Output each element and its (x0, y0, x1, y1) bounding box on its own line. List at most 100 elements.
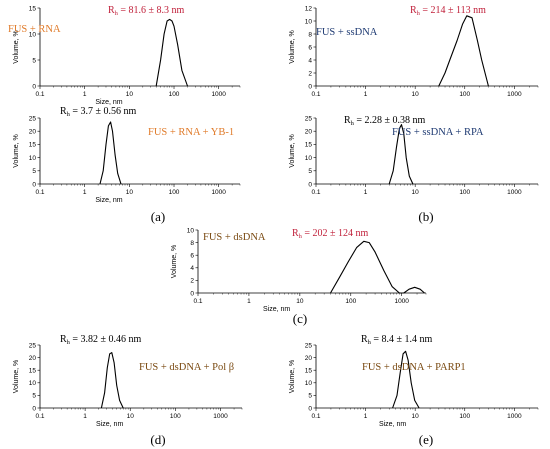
y-tick-label: 15 (29, 5, 37, 12)
distribution-curve (99, 121, 122, 185)
rh-annotation: Rh = 2.28 ± 0.38 nm (344, 115, 426, 127)
y-tick-label: 10 (29, 31, 37, 38)
distribution-curve (100, 352, 124, 409)
rh-subscript: h (351, 120, 355, 127)
panel-a: 0 5 10 15 0.1 1 10 100 1000 Volume, % Size, nm FUS … (8, 5, 241, 106)
x-tick-label: 10 (412, 91, 420, 98)
y-tick-label: 20 (305, 129, 313, 136)
distribution-curve (155, 18, 189, 87)
x-tick-label: 1 (83, 413, 87, 420)
x-tick-label: 1 (83, 189, 87, 196)
y-tick-label: 20 (29, 129, 37, 136)
y-axis-label: Volume, % (13, 134, 20, 167)
series-label: FUS + ssDNA (316, 27, 378, 38)
y-tick-label: 25 (29, 115, 37, 122)
distribution-curve (438, 15, 489, 87)
x-tick-label: 100 (345, 298, 356, 305)
series-label: FUS + ssDNA + RPA (392, 127, 484, 138)
x-tick-label: 1000 (507, 91, 522, 98)
y-axis-label: Volume, % (289, 134, 296, 167)
y-tick-label: 8 (190, 240, 194, 247)
y-tick-label: 8 (308, 31, 312, 38)
rh-symbol: R (60, 334, 67, 345)
y-tick-label: 2 (308, 70, 312, 77)
y-tick-label: 0 (308, 405, 312, 412)
y-tick-label: 15 (29, 368, 37, 375)
x-axis-label: Size, nm (263, 306, 290, 313)
x-tick-label: 0.1 (35, 189, 44, 196)
y-tick-label: 0 (32, 405, 36, 412)
panel-d: 0 5 10 15 20 25 0.1 1 10 100 1000 Volume, % Size, nm… (13, 334, 243, 428)
y-tick-label: 10 (305, 380, 313, 387)
x-tick-label: 10 (412, 189, 420, 196)
x-tick-label: 100 (170, 413, 181, 420)
rh-subscript: h (67, 111, 71, 118)
x-axis-label: Size, nm (379, 421, 406, 428)
rh-annotation: Rh = 202 ± 124 nm (292, 228, 369, 240)
x-tick-label: 100 (459, 91, 470, 98)
x-tick-label: 10 (412, 413, 420, 420)
series-label: FUS + dsDNA (203, 232, 266, 243)
x-tick-label: 1 (364, 413, 368, 420)
panel-label: (c) (293, 311, 307, 326)
panel-label: (a) (151, 209, 165, 224)
rh-symbol: R (410, 5, 417, 16)
series-label: FUS + RNA + YB-1 (148, 127, 234, 138)
y-tick-label: 0 (32, 181, 36, 188)
y-tick-label: 0 (308, 83, 312, 90)
panel-b2: 0 5 10 15 20 25 0.1 1 10 100 1000 Volume, % FUS + ss… (289, 115, 539, 196)
y-tick-label: 25 (305, 115, 313, 122)
y-tick-label: 0 (190, 290, 194, 297)
rh-annotation: Rh = 3.7 ± 0.56 nm (60, 106, 137, 118)
rh-symbol: R (60, 106, 67, 117)
x-tick-label: 1000 (507, 413, 522, 420)
y-tick-label: 6 (308, 44, 312, 51)
x-tick-label: 10 (127, 413, 135, 420)
x-tick-label: 1 (247, 298, 251, 305)
y-axis-label: Volume, % (13, 360, 20, 393)
distribution-curve (388, 124, 414, 185)
rh-symbol: R (108, 5, 115, 16)
panel-label: (d) (150, 432, 165, 447)
y-tick-label: 25 (305, 342, 313, 349)
y-axis-label: Volume, % (289, 360, 296, 393)
panel-b: 0 2 4 6 8 10 12 0.1 1 10 100 1000 Volume, % FUS + ssD… (289, 5, 539, 98)
series-label: FUS + dsDNA + PARP1 (362, 362, 466, 373)
y-tick-label: 5 (32, 168, 36, 175)
rh-annotation: Rh = 214 ± 113 nm (410, 5, 486, 17)
panel-a2: 0 5 10 15 20 25 0.1 1 10 100 1000 Volume, % Size, nm… (13, 106, 241, 204)
x-tick-label: 1000 (213, 413, 228, 420)
rh-value: = 214 ± 113 nm (420, 5, 486, 16)
x-tick-label: 0.1 (311, 189, 320, 196)
y-tick-label: 5 (32, 57, 36, 64)
panel-label: (b) (418, 209, 433, 224)
x-tick-label: 100 (169, 189, 180, 196)
x-tick-label: 10 (126, 91, 134, 98)
panel-label: (e) (419, 432, 433, 447)
y-tick-label: 4 (190, 265, 194, 272)
y-tick-label: 5 (32, 393, 36, 400)
rh-value: = 202 ± 124 nm (302, 228, 369, 239)
rh-subscript: h (417, 10, 421, 17)
x-tick-label: 0.1 (35, 413, 44, 420)
rh-value: = 8.4 ± 1.4 nm (371, 334, 433, 345)
y-tick-label: 10 (29, 155, 37, 162)
x-axis-label: Size, nm (96, 421, 123, 428)
x-tick-label: 10 (126, 189, 134, 196)
x-tick-label: 1000 (394, 298, 409, 305)
panel-c: 0 2 4 6 8 10 0.1 1 10 100 1000 Volume, % Size, nm FUS… (171, 227, 427, 313)
rh-subscript: h (368, 339, 372, 346)
rh-subscript: h (67, 339, 71, 346)
x-tick-label: 1000 (211, 91, 226, 98)
y-tick-label: 5 (308, 393, 312, 400)
rh-annotation: Rh = 8.4 ± 1.4 nm (361, 334, 433, 346)
rh-symbol: R (292, 228, 299, 239)
y-tick-label: 5 (308, 168, 312, 175)
y-tick-label: 15 (305, 142, 313, 149)
x-tick-label: 100 (459, 189, 470, 196)
y-axis-label: Volume, % (289, 30, 296, 63)
y-tick-label: 12 (305, 5, 313, 12)
panel-e: 0 5 10 15 20 25 0.1 1 10 100 1000 Volume, % Size, nm… (289, 334, 539, 428)
x-tick-label: 100 (169, 91, 180, 98)
